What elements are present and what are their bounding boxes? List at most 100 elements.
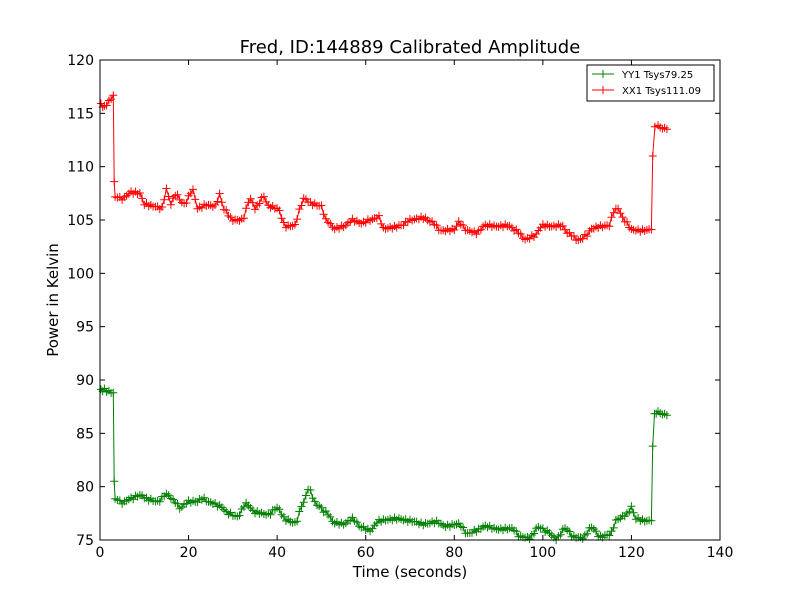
x-tick-label: 80 [445, 545, 463, 561]
data-point-marker [647, 225, 656, 234]
data-point-marker [452, 222, 461, 231]
data-point-marker [266, 510, 275, 519]
data-point-marker [432, 221, 441, 230]
data-point-marker [173, 190, 182, 199]
data-point-marker [605, 222, 614, 231]
data-point-marker [625, 507, 634, 516]
legend-label-yy1: YY1 Tsys79.25 [621, 70, 693, 81]
data-point-marker [213, 197, 222, 206]
plot-frame [99, 59, 721, 541]
data-point-marker [222, 206, 231, 215]
data-point-marker [293, 215, 302, 224]
data-point-marker [290, 220, 299, 229]
chart-title: Fred, ID:144889 Calibrated Amplitude [240, 37, 581, 58]
data-point-marker [110, 477, 119, 486]
series-layer [96, 91, 671, 544]
data-point-marker [235, 511, 244, 520]
data-point-marker [627, 502, 636, 511]
x-tick-label: 0 [96, 545, 105, 561]
plot-area [96, 59, 721, 544]
data-point-marker [301, 491, 310, 500]
data-point-marker [96, 385, 105, 394]
data-point-marker [248, 198, 257, 207]
data-point-marker [279, 218, 288, 227]
y-tick-label: 105 [67, 213, 94, 229]
data-point-marker [155, 497, 164, 506]
data-point-marker [293, 517, 302, 526]
x-tick-label: 20 [180, 545, 198, 561]
data-point-marker [583, 232, 592, 241]
series-xx1 [96, 91, 671, 245]
data-point-marker [583, 529, 592, 538]
data-point-marker [239, 502, 248, 511]
data-point-marker [110, 177, 119, 186]
legend-entry-yy1: YY1 Tsys79.25 [592, 70, 693, 81]
data-point-marker [255, 199, 264, 208]
data-point-marker [299, 498, 308, 507]
data-point-marker [578, 234, 587, 243]
data-point-marker [648, 442, 657, 451]
y-tick-label: 90 [76, 373, 94, 389]
data-point-marker [182, 199, 191, 207]
data-point-marker [239, 214, 248, 223]
data-point-marker [317, 201, 326, 210]
data-point-marker [251, 205, 259, 214]
y-tick-label: 110 [67, 160, 94, 176]
data-point-marker [102, 101, 111, 110]
data-point-marker [459, 523, 468, 532]
y-tick-label: 120 [67, 53, 94, 69]
x-axis: 0 20 40 60 80 100 120 140 [96, 60, 734, 561]
legend-label-xx1: XX1 Tsys111.09 [622, 86, 701, 97]
y-tick-label: 115 [67, 106, 94, 122]
data-point-marker [565, 527, 574, 536]
x-tick-label: 120 [618, 545, 645, 561]
data-point-marker [530, 529, 538, 538]
data-point-marker [647, 516, 656, 525]
data-point-marker [648, 152, 657, 160]
data-point-marker [556, 530, 565, 539]
data-point-marker [162, 184, 171, 193]
data-point-marker [259, 192, 268, 201]
data-point-marker [618, 213, 627, 222]
data-point-marker [217, 198, 226, 207]
legend: YY1 Tsys79.25 XX1 Tsys111.09 [586, 64, 715, 102]
data-point-marker [275, 505, 284, 514]
y-axis: 75 80 85 90 95 100 105 110 115 120 [67, 53, 720, 549]
data-point-marker [275, 206, 284, 215]
data-point-marker [164, 192, 173, 201]
data-point-marker [109, 91, 118, 100]
data-point-marker [326, 512, 335, 521]
data-point-marker [166, 200, 175, 209]
data-point-marker [189, 185, 197, 194]
data-point-marker [279, 512, 288, 521]
legend-marker-yy1 [599, 70, 607, 78]
y-tick-label: 85 [76, 426, 94, 442]
data-point-marker [319, 210, 328, 219]
data-point-marker [629, 508, 638, 517]
data-point-marker [160, 195, 169, 204]
data-point-marker [605, 531, 614, 540]
data-point-marker [297, 201, 306, 210]
y-tick-label: 75 [76, 533, 94, 549]
data-point-marker [109, 388, 118, 397]
data-point-marker [246, 194, 255, 203]
y-tick-label: 80 [76, 480, 94, 496]
data-point-marker [158, 203, 166, 211]
data-point-marker [459, 221, 468, 230]
x-tick-label: 140 [707, 545, 734, 561]
data-point-marker [607, 213, 616, 222]
plot-background [100, 60, 720, 540]
data-point-marker [623, 217, 631, 226]
y-tick-label: 100 [67, 266, 94, 282]
data-point-marker [242, 204, 251, 213]
data-point-marker [375, 211, 383, 220]
x-axis-label: Time (seconds) [352, 563, 468, 581]
legend-box [586, 64, 715, 102]
y-axis-label: Power in Kelvin [44, 243, 62, 357]
data-point-marker [191, 195, 200, 204]
data-point-marker [352, 518, 361, 527]
data-point-marker [306, 486, 315, 494]
data-point-marker [295, 507, 304, 516]
data-point-marker [215, 189, 224, 198]
